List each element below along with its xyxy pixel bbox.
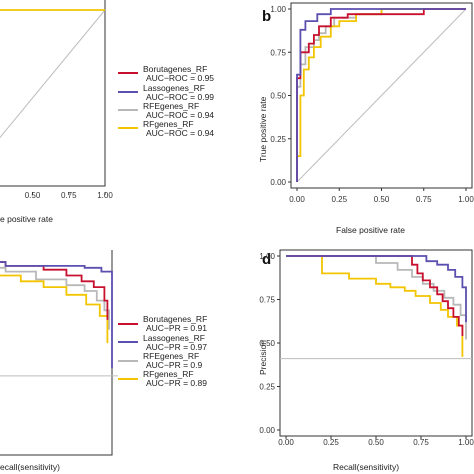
panel-c: [0, 250, 118, 456]
panel-b-ytick-label-1: 0.25: [270, 135, 286, 144]
panel-b-ytick-label-2: 0.50: [270, 92, 286, 101]
legend-pr-value-rfgenes: AUC−PR = 0.89: [146, 378, 207, 388]
legend-pr-entry-borutagenes: Borutagenes_RF AUC−PR = 0.91: [118, 314, 207, 333]
legend-pr-entry-rfgenes: RFgenes_RF AUC−PR = 0.89: [118, 369, 207, 388]
panel-a-xlabel: e positive rate: [0, 214, 53, 224]
panel-b: 0.00 0.25 0.50 0.75 1.00 0.00 0.25 0.50 0.75 1.00: [270, 2, 474, 204]
legend-roc-name-rfgenes: RFgenes_RF: [143, 119, 194, 129]
panel-b-xlabel: False positive rate: [336, 225, 405, 235]
panel-d-series-rfgenes: [286, 255, 464, 357]
panel-d-ytick-label-3: 0.75: [259, 296, 275, 305]
panel-d-series-borutagenes: [286, 255, 464, 336]
panel-d-ytick-label-4: 1.00: [259, 252, 275, 261]
panel-d-ytick-label-0: 0.00: [259, 426, 275, 435]
panel-b-ytick-label-4: 1.00: [270, 5, 286, 14]
legend-roc-entry-borutagenes: Borutagenes_RF AUC−ROC = 0.95: [118, 64, 214, 83]
legend-pr-name-borutagenes: Borutagenes_RF: [143, 314, 207, 324]
legend-pr-name-lassogenes: Lassogenes_RF: [143, 333, 205, 343]
panel-c-series-lassogenes: [0, 261, 113, 369]
panel-d-xtick-label-0: 0.00: [278, 438, 294, 447]
panel-a-reference-diagonal: [0, 9, 106, 139]
panel-b-ylabel: True positive rate: [258, 96, 268, 162]
panel-letter-d: d: [262, 251, 271, 268]
legend-roc-entry-rfgenes: RFgenes_RF AUC−ROC = 0.94: [118, 119, 214, 138]
legend-pr-name-rfgenes: RFgenes_RF: [143, 369, 194, 379]
panel-b-reference-diagonal: [296, 8, 467, 183]
panel-b-ytick-label-0: 0.00: [270, 178, 286, 187]
panel-b-series-lassogenes: [296, 8, 466, 182]
legend-pr: Borutagenes_RF AUC−PR = 0.91 Lassogenes_…: [118, 314, 207, 388]
panel-b-xtick-label-3: 0.75: [416, 195, 432, 204]
panel-d: 0.00 0.25 0.50 0.75 1.00 0.00 0.25 0.50 0.75 1.00: [259, 249, 474, 447]
plot-layer: 0.50 0.75 1.00 0.00 0.25 0.50 0.75 1.00 0.00 0.25…: [0, 0, 474, 456]
panel-c-series-rfegenes: [0, 266, 110, 330]
legend-roc-name-borutagenes: Borutagenes_RF: [143, 64, 207, 74]
legend-roc-value-lassogenes: AUC−ROC = 0.99: [146, 92, 214, 102]
legend-pr-name-rfegenes: RFEgenes_RF: [143, 351, 199, 361]
panel-b-ytick-label-3: 0.75: [270, 48, 286, 57]
panel-d-xtick-label-3: 0.75: [413, 438, 429, 447]
panel-b-xtick-label-2: 0.50: [374, 195, 390, 204]
legend-roc-name-rfegenes: RFEgenes_RF: [143, 101, 199, 111]
panel-d-xtick-label-1: 0.25: [323, 438, 339, 447]
legend-roc-entry-lassogenes: Lassogenes_RF AUC−ROC = 0.99: [118, 83, 214, 102]
panel-d-ytick-label-2: 0.50: [259, 339, 275, 348]
legend-pr-value-lassogenes: AUC−PR = 0.97: [146, 342, 207, 352]
legend-pr-value-rfegenes: AUC−PR = 0.9: [146, 360, 202, 370]
panel-a: 0.50 0.75 1.00: [0, 0, 113, 200]
panel-a-frame: [0, 0, 106, 187]
panel-a-xtick-label-0: 0.50: [25, 191, 41, 200]
panel-a-xtick-label-1: 0.75: [61, 191, 77, 200]
panel-letter-b: b: [262, 8, 271, 25]
legend-roc-value-rfegenes: AUC−ROC = 0.94: [146, 110, 214, 120]
legend-roc-value-rfgenes: AUC−ROC = 0.94: [146, 128, 214, 138]
legend-pr-value-borutagenes: AUC−PR = 0.91: [146, 323, 207, 333]
panel-b-series-rfgenes: [296, 8, 466, 182]
panel-a-xtick-label-2: 1.00: [97, 191, 113, 200]
panel-d-ytick-label-1: 0.25: [259, 383, 275, 392]
panel-d-ylabel: Precision: [258, 340, 268, 375]
legend-pr-entry-rfegenes: RFEgenes_RF AUC−PR = 0.9: [118, 351, 202, 370]
legend-roc-name-lassogenes: Lassogenes_RF: [143, 83, 205, 93]
panel-d-series-rfegenes: [286, 255, 467, 340]
panel-d-xtick-label-2: 0.50: [368, 438, 384, 447]
legend-roc: Borutagenes_RF AUC−ROC = 0.95 Lassogenes…: [118, 64, 214, 138]
legend-pr-entry-lassogenes: Lassogenes_RF AUC−PR = 0.97: [118, 333, 207, 352]
legend-roc-value-borutagenes: AUC−ROC = 0.95: [146, 73, 214, 83]
legend-roc-entry-rfegenes: RFEgenes_RF AUC−ROC = 0.94: [118, 101, 214, 120]
panel-b-xtick-label-0: 0.00: [289, 195, 305, 204]
panel-c-series-rfgenes: [0, 274, 109, 344]
panel-d-series-lassogenes: [286, 255, 467, 323]
panel-b-xtick-label-1: 0.25: [331, 195, 347, 204]
panel-b-xtick-label-4: 1.00: [458, 195, 474, 204]
panel-d-xtick-label-4: 1.00: [458, 438, 474, 447]
panel-c-xlabel: ecall(sensitivity): [0, 462, 60, 472]
panel-d-xlabel: Recall(sensitivity): [333, 462, 399, 472]
